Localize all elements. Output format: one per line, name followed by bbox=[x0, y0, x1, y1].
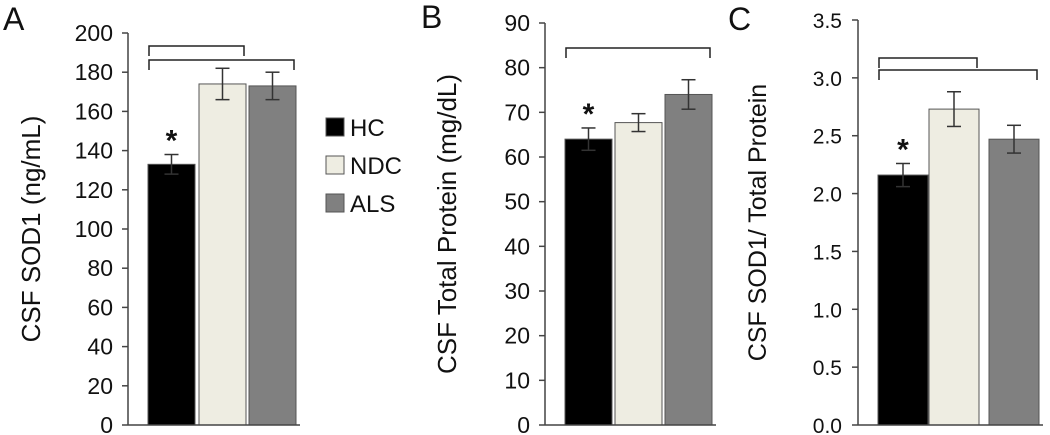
y-tick-label: 1.5 bbox=[813, 241, 842, 264]
y-tick-label: 3.0 bbox=[813, 68, 842, 91]
y-tick-label: 2.0 bbox=[813, 184, 842, 207]
significance-star: * bbox=[583, 98, 595, 131]
y-tick-label: 0 bbox=[100, 412, 113, 435]
y-tick-label: 80 bbox=[504, 55, 530, 81]
legend-label-als: ALS bbox=[350, 191, 395, 218]
legend-swatch-als bbox=[325, 193, 345, 213]
y-tick-label: 1.0 bbox=[813, 299, 842, 322]
bar-hc bbox=[147, 163, 196, 426]
y-tick-label: 50 bbox=[504, 189, 530, 215]
y-tick-label: 0.5 bbox=[813, 357, 842, 380]
y-tick-label: 40 bbox=[504, 233, 530, 259]
legend-swatch-hc bbox=[325, 117, 345, 137]
y-tick-label: 2.5 bbox=[813, 126, 842, 149]
legend-label-ndc: NDC bbox=[350, 153, 402, 180]
panel-label: B bbox=[421, 0, 442, 35]
significance-star: * bbox=[166, 125, 178, 158]
chart-panel-b: B 0 10 20 30 40 50 60 70 80 90 CSF Total Protein (m… bbox=[421, 0, 716, 435]
y-tick-label: 3.5 bbox=[813, 10, 842, 33]
y-tick-label: 40 bbox=[87, 334, 113, 360]
bar-ndc bbox=[928, 108, 980, 426]
bar-hc bbox=[877, 174, 929, 426]
panel-label: C bbox=[728, 1, 751, 37]
bar-als bbox=[248, 85, 297, 426]
legend-swatch-ndc bbox=[325, 155, 345, 175]
y-tick-label: 90 bbox=[504, 10, 530, 36]
y-tick-label: 60 bbox=[504, 144, 530, 170]
comparison-bracket bbox=[148, 45, 245, 56]
y-tick-label: 10 bbox=[504, 367, 530, 393]
bar-als bbox=[988, 138, 1040, 426]
bar-ndc bbox=[198, 83, 247, 426]
y-tick-label: 20 bbox=[504, 323, 530, 349]
significance-star: * bbox=[897, 133, 909, 166]
y-tick-label: 60 bbox=[87, 294, 113, 320]
y-tick-label: 70 bbox=[504, 99, 530, 125]
y-tick-label: 80 bbox=[87, 255, 113, 281]
y-axis-label: CSF SOD1/ Total Protein bbox=[744, 84, 772, 361]
y-axis-label: CSF SOD1 (ng/mL) bbox=[16, 116, 46, 343]
y-tick-label: 0 bbox=[517, 412, 530, 435]
y-axis-label: CSF Total Protein (mg/dL) bbox=[432, 74, 462, 374]
y-tick-label: 180 bbox=[75, 59, 113, 85]
comparison-bracket bbox=[878, 69, 1038, 80]
bar-als bbox=[664, 93, 713, 426]
y-tick-label: 200 bbox=[75, 20, 113, 46]
bar-hc bbox=[564, 138, 613, 426]
y-tick-label: 120 bbox=[75, 177, 113, 203]
y-tick-label: 0.0 bbox=[813, 415, 842, 435]
y-tick-label: 30 bbox=[504, 278, 530, 304]
legend: HC NDC ALS bbox=[325, 115, 402, 218]
y-tick-label: 100 bbox=[75, 216, 113, 242]
bar-ndc bbox=[614, 122, 663, 426]
comparison-bracket bbox=[878, 57, 978, 68]
y-tick-label: 160 bbox=[75, 98, 113, 124]
panel-label: A bbox=[3, 1, 25, 37]
chart-panel-a: A 0 20 40 60 80 100 120 140 160 180 200 CSF SOD1 (ng… bbox=[3, 1, 300, 435]
legend-label-hc: HC bbox=[350, 115, 385, 142]
y-tick-label: 140 bbox=[75, 138, 113, 164]
chart-panel-c: C 0.0 0.5 1.0 1.5 2.0 2.5 3.0 3.5 CSF SOD1/ Total… bbox=[728, 1, 1043, 435]
y-tick-label: 20 bbox=[87, 373, 113, 399]
comparison-bracket bbox=[148, 59, 295, 70]
comparison-bracket bbox=[565, 47, 711, 58]
